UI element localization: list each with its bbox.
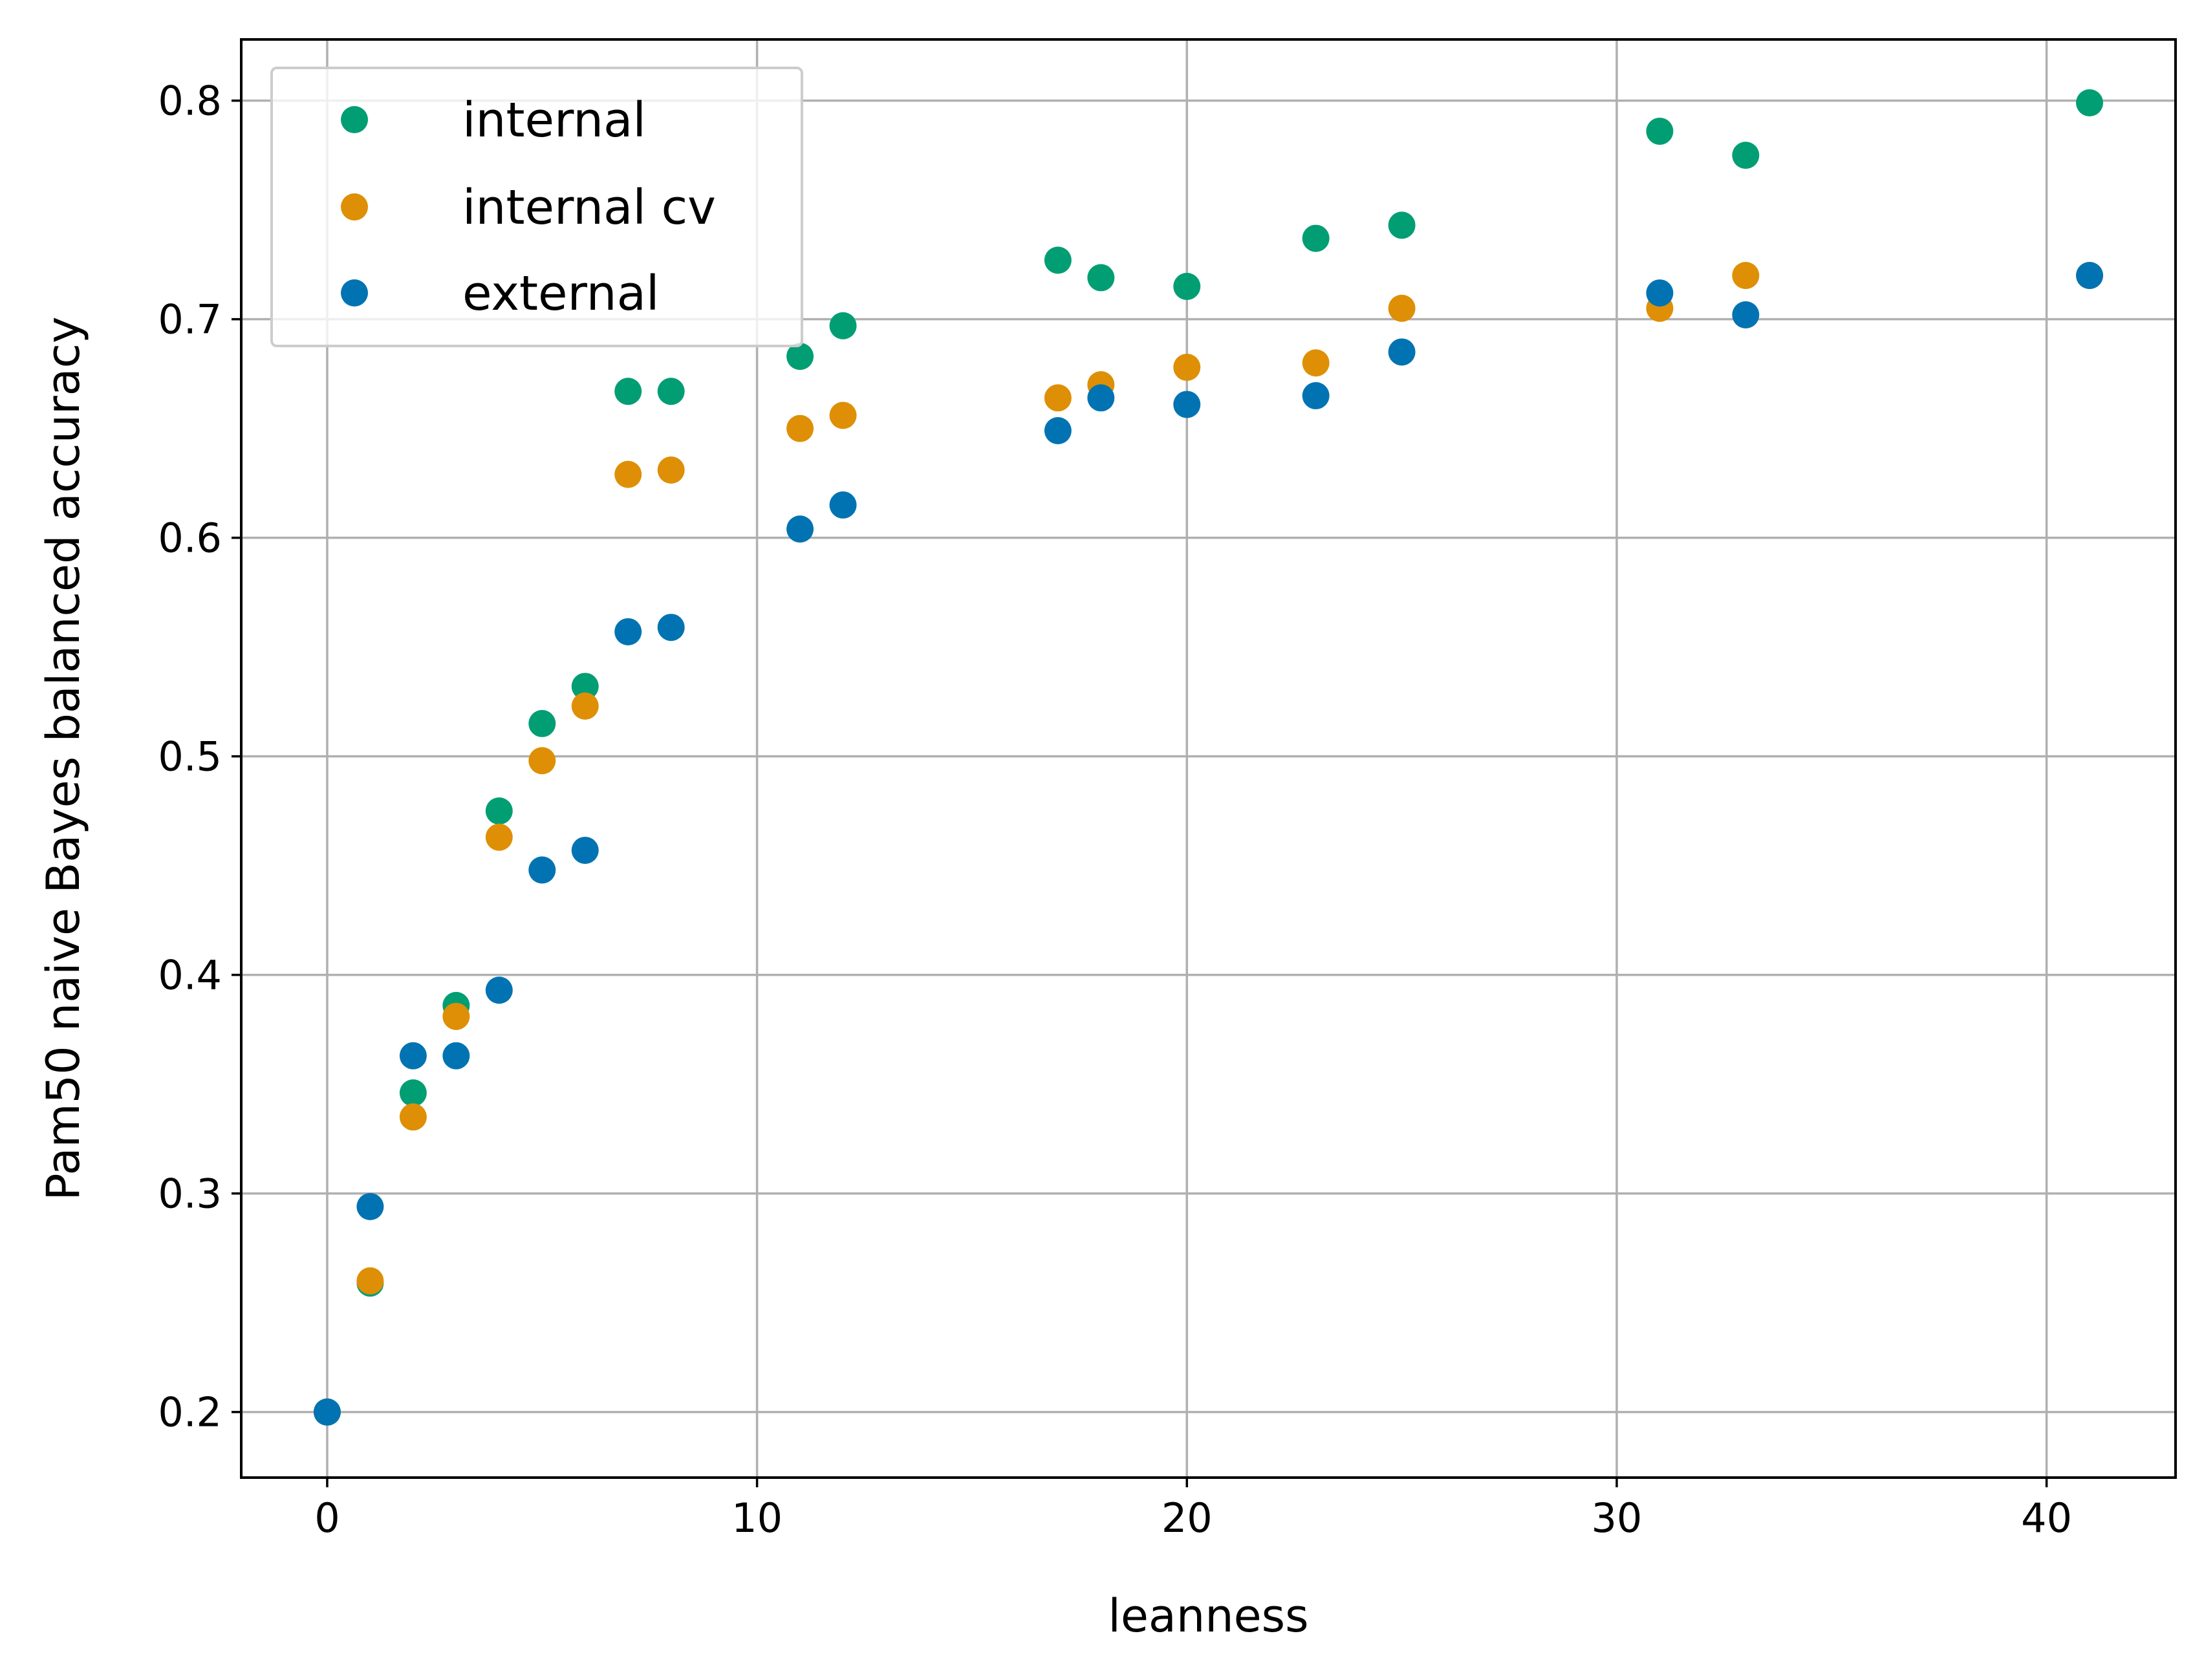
plot-frame	[240, 38, 2177, 1479]
data-point	[829, 402, 857, 429]
legend-label: internal cv	[462, 180, 716, 235]
data-point	[1087, 264, 1115, 292]
x-tick-label: 10	[731, 1494, 783, 1542]
data-point	[786, 343, 814, 371]
legend-box	[270, 67, 803, 347]
data-point	[1732, 301, 1760, 328]
data-point	[571, 692, 599, 720]
data-point	[786, 415, 814, 442]
data-point	[1044, 384, 1072, 412]
legend-marker	[341, 106, 368, 133]
data-point	[829, 312, 857, 339]
data-points	[313, 89, 2104, 1426]
data-point	[1388, 294, 1416, 322]
data-point	[485, 976, 513, 1004]
data-point	[1173, 391, 1201, 418]
y-tick-label: 0.6	[158, 515, 222, 562]
data-point	[1044, 246, 1072, 274]
data-point	[1173, 272, 1201, 300]
data-point	[1388, 211, 1416, 239]
x-axis-label: leanness	[1108, 1589, 1308, 1642]
y-tick-label: 0.4	[158, 952, 222, 999]
y-tick-label: 0.2	[158, 1389, 222, 1436]
data-point	[657, 378, 685, 405]
data-point	[614, 378, 642, 405]
data-point	[1087, 384, 1115, 412]
data-point	[528, 856, 556, 884]
data-point	[1388, 338, 1416, 366]
data-point	[356, 1267, 384, 1295]
y-tick-label: 0.5	[158, 733, 222, 781]
data-point	[528, 747, 556, 775]
data-point	[1646, 117, 1674, 145]
data-point	[1173, 353, 1201, 381]
data-point	[356, 1192, 384, 1220]
y-tick-label: 0.7	[158, 296, 222, 343]
data-point	[399, 1079, 427, 1107]
data-point	[2076, 262, 2104, 290]
y-tick-label: 0.3	[158, 1170, 222, 1218]
data-point	[786, 515, 814, 543]
data-point	[614, 618, 642, 645]
legend-marker	[341, 279, 368, 307]
data-point	[399, 1042, 427, 1070]
data-point	[1302, 382, 1330, 409]
data-point	[1646, 279, 1674, 307]
legend-label: internal	[462, 92, 646, 148]
data-point	[313, 1398, 341, 1426]
data-point	[442, 1002, 470, 1030]
x-tick-label: 40	[2021, 1494, 2072, 1542]
data-point	[1732, 142, 1760, 169]
data-point	[571, 673, 599, 700]
data-point	[614, 460, 642, 488]
y-tick-label: 0.8	[158, 78, 222, 125]
data-point	[657, 614, 685, 641]
data-point	[1302, 349, 1330, 377]
data-point	[1302, 224, 1330, 252]
legend: internal internal cv external	[270, 67, 803, 347]
legend-label: external	[462, 266, 660, 321]
series-external	[313, 262, 2104, 1426]
x-tick-label: 0	[314, 1494, 340, 1542]
y-axis-label: Pam50 naive Bayes balanced accuracy	[37, 316, 90, 1200]
data-point	[399, 1103, 427, 1131]
data-point	[1044, 417, 1072, 445]
data-point	[829, 491, 857, 519]
legend-marker	[341, 193, 368, 221]
data-point	[485, 823, 513, 851]
x-tick-label: 20	[1161, 1494, 1213, 1542]
x-tick-label: 30	[1591, 1494, 1642, 1542]
data-point	[485, 797, 513, 825]
data-point	[442, 1042, 470, 1070]
axis-ticks: 0 10 20 30 40 0.2 0.3 0.4 0.5 0.6 0.7 0.8	[158, 78, 2072, 1542]
data-point	[571, 836, 599, 864]
data-point	[528, 709, 556, 737]
data-point	[657, 456, 685, 484]
data-point	[1732, 262, 1760, 290]
data-point	[2076, 89, 2104, 117]
